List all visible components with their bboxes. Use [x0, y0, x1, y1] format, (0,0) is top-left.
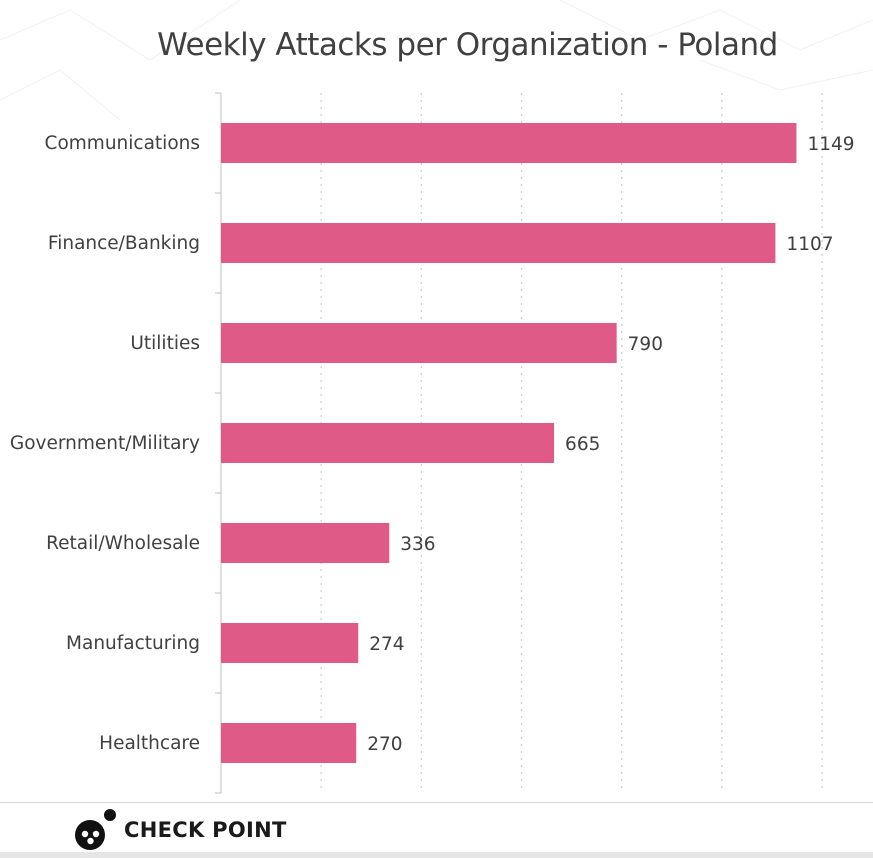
bar	[221, 523, 390, 563]
data-label: 665	[565, 434, 600, 455]
category-label: Utilities	[130, 333, 200, 354]
chart-title: Weekly Attacks per Organization - Poland	[157, 27, 778, 63]
data-label: 1107	[786, 234, 833, 255]
check-point-logo-icon	[75, 809, 116, 850]
bar	[221, 423, 555, 463]
bar	[221, 623, 359, 663]
category-label: Manufacturing	[66, 633, 200, 654]
bar	[221, 223, 776, 263]
bar-chart: Communications 1149 Finance/Banking 1107 Uti…	[10, 92, 855, 794]
bar	[221, 323, 617, 363]
data-label: 790	[628, 334, 663, 355]
data-label: 1149	[807, 134, 854, 155]
footer-bar	[0, 852, 873, 858]
check-point-logo: CHECK POINT	[72, 806, 287, 854]
data-label: 336	[400, 534, 435, 555]
footer-divider	[0, 802, 873, 803]
data-label: 270	[367, 734, 402, 755]
category-label: Retail/Wholesale	[46, 533, 200, 554]
category-label: Government/Military	[10, 433, 200, 454]
category-label: Healthcare	[99, 733, 200, 754]
bar	[221, 723, 357, 763]
category-label: Finance/Banking	[48, 233, 200, 254]
category-label: Communications	[45, 133, 200, 154]
bar	[221, 123, 797, 163]
logo-text: CHECK POINT	[124, 818, 287, 842]
data-label: 274	[369, 634, 404, 655]
